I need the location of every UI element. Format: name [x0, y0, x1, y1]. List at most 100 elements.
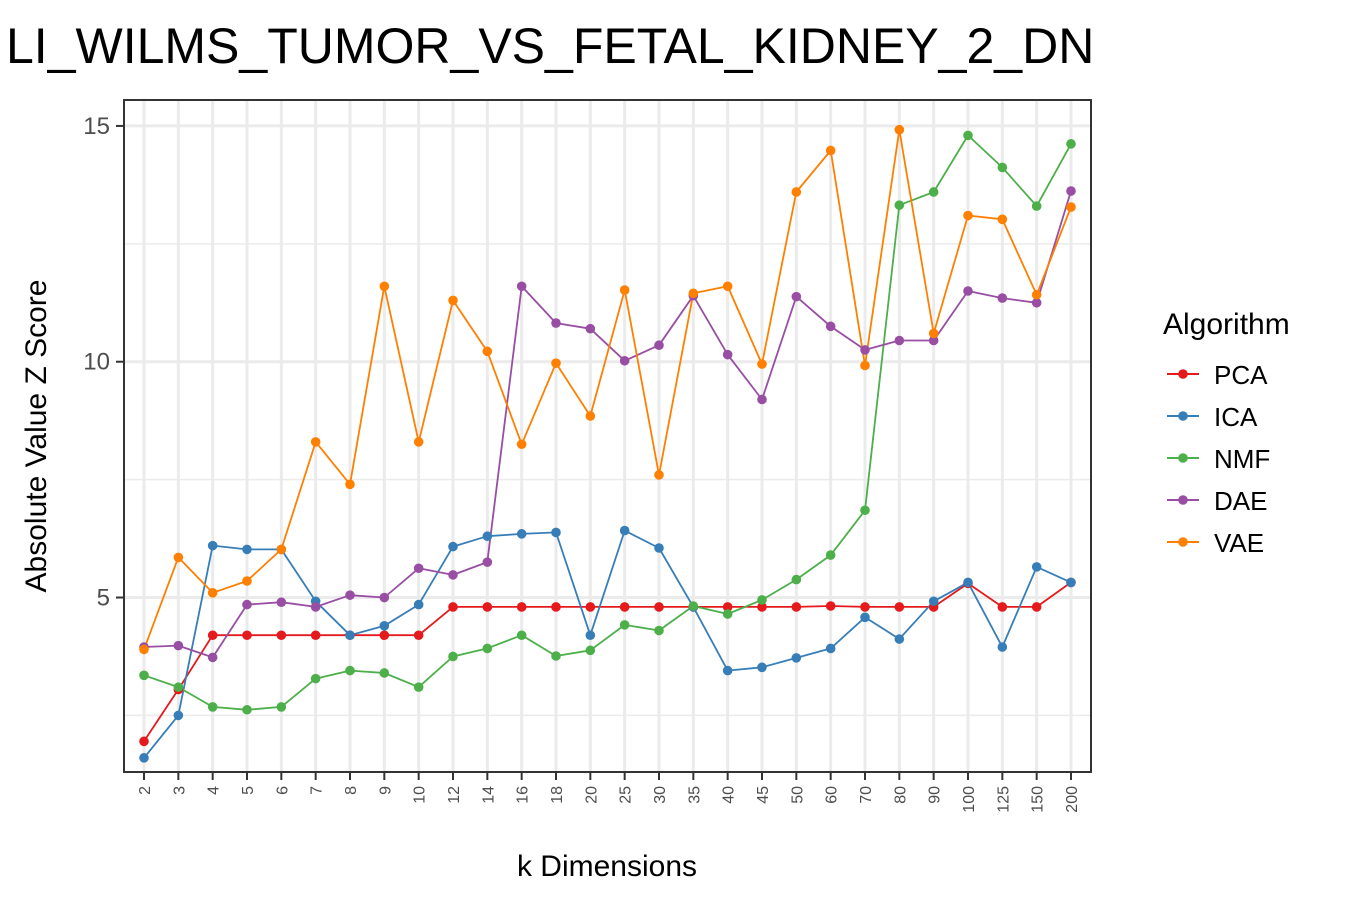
data-point-dae [997, 293, 1008, 303]
y-axis-label: Absolute Value Z Score [20, 280, 53, 593]
data-point-vae [276, 544, 287, 555]
data-point-vae [928, 328, 939, 339]
data-point-pca [722, 602, 733, 612]
plot-panel-border [123, 99, 1092, 773]
data-point-nmf [482, 643, 493, 654]
x-tick-label: 35 [686, 786, 703, 804]
data-point-vae [825, 145, 836, 156]
legend-label-vae: VAE [1214, 528, 1264, 558]
data-point-dae [585, 323, 596, 334]
chart-title: LI_WILMS_TUMOR_VS_FETAL_KIDNEY_2_DN [6, 18, 1094, 74]
legend-key-point [1178, 537, 1188, 547]
x-tick-label: 7 [309, 786, 326, 795]
legend-key-point [1178, 453, 1188, 463]
data-point-nmf [276, 702, 287, 712]
data-point-ica [791, 653, 802, 663]
y-axis: 5 10 15 [83, 113, 124, 612]
data-point-pca [860, 602, 870, 612]
data-point-ica [207, 540, 218, 551]
legend-key-point [1178, 369, 1188, 379]
data-point-dae [963, 286, 973, 296]
series-layer [139, 124, 1076, 763]
data-point-nmf [757, 595, 767, 605]
series-line-nmf [143, 134, 1072, 711]
data-point-nmf [585, 645, 596, 656]
data-point-ica [722, 665, 733, 676]
data-point-dae [619, 355, 630, 366]
data-point-pca [1031, 602, 1042, 612]
data-point-vae [207, 588, 218, 598]
data-point-pca [242, 630, 252, 641]
x-tick-label: 100 [961, 786, 978, 813]
data-point-ica [482, 531, 493, 542]
x-tick-label: 2 [137, 786, 154, 795]
data-point-pca [207, 630, 218, 641]
data-point-pca [997, 602, 1008, 612]
data-point-nmf [345, 665, 355, 676]
series-line-pca [143, 581, 1072, 742]
y-tick-label: 10 [83, 349, 110, 376]
data-point-ica [894, 634, 905, 644]
data-point-dae [551, 318, 561, 328]
data-point-dae [413, 563, 424, 574]
x-tick-label: 12 [446, 786, 463, 804]
data-point-nmf [448, 651, 458, 662]
data-point-nmf [688, 601, 699, 611]
data-point-vae [139, 644, 149, 655]
x-tick-label: 4 [206, 786, 223, 795]
data-point-nmf [1031, 201, 1042, 211]
x-tick-label: 5 [240, 786, 257, 795]
data-point-dae [173, 640, 184, 651]
data-point-dae [276, 597, 287, 608]
data-point-pca [516, 602, 527, 612]
data-point-pca [448, 602, 458, 612]
data-point-vae [173, 552, 184, 563]
data-point-pca [413, 630, 424, 641]
data-point-nmf [791, 574, 802, 585]
data-point-vae [516, 439, 527, 450]
data-point-ica [997, 642, 1008, 652]
data-point-dae [242, 599, 252, 610]
data-point-dae [379, 592, 390, 603]
data-point-nmf [860, 505, 870, 516]
data-point-ica [757, 662, 767, 673]
x-tick-label: 18 [549, 786, 566, 804]
data-point-nmf [516, 630, 527, 641]
x-tick-label: 200 [1064, 786, 1081, 813]
data-point-pca [825, 601, 836, 611]
data-point-ica [345, 630, 355, 641]
data-point-vae [894, 124, 905, 135]
data-point-nmf [413, 682, 424, 692]
series-line-dae [143, 190, 1072, 659]
data-point-dae [860, 345, 870, 355]
data-point-nmf [963, 130, 973, 141]
data-point-ica [379, 621, 390, 631]
x-tick-label: 150 [1030, 786, 1047, 813]
data-point-dae [825, 321, 836, 332]
grid-minor [124, 243, 1091, 717]
data-point-nmf [1066, 139, 1076, 149]
data-point-nmf [722, 609, 733, 619]
data-point-ica [654, 543, 664, 553]
data-point-ica [516, 529, 527, 539]
x-axis: 2 3 4 5 6 7 8 9 10 12 14 16 18 20 25 30 35 40 45 50 60 70 80 90… [137, 772, 1081, 813]
data-point-nmf [619, 620, 630, 630]
legend-key-point [1178, 411, 1188, 421]
data-point-nmf [242, 704, 252, 715]
legend-label-pca: PCA [1214, 360, 1268, 390]
x-tick-label: 45 [755, 786, 772, 804]
data-point-ica [860, 612, 870, 623]
data-point-nmf [825, 550, 836, 560]
data-point-vae [791, 187, 802, 197]
grid-major [124, 100, 1091, 772]
data-point-vae [1066, 202, 1076, 212]
data-point-nmf [551, 651, 561, 661]
x-tick-label: 25 [618, 786, 635, 804]
data-point-pca [585, 602, 596, 612]
data-point-pca [619, 602, 630, 612]
data-point-pca [482, 602, 493, 612]
data-point-ica [1031, 562, 1042, 572]
data-point-dae [516, 281, 527, 292]
data-point-ica [448, 541, 458, 552]
data-point-vae [345, 479, 355, 490]
